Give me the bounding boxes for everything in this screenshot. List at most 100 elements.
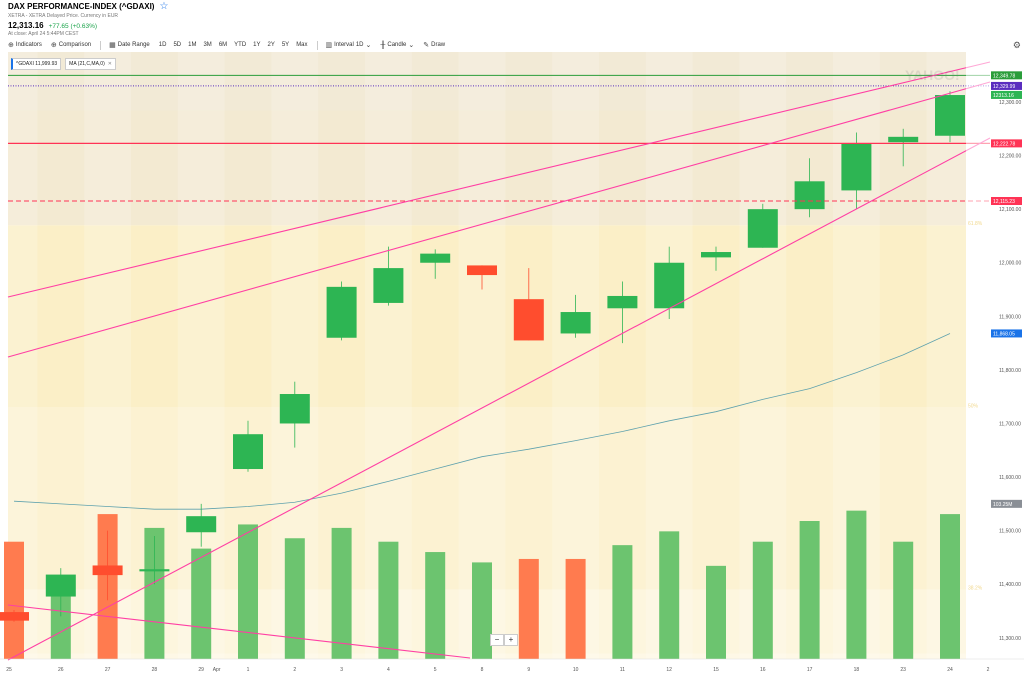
- price-badge-label: 12313.16: [993, 93, 1014, 99]
- trend-line: [7, 604, 471, 659]
- candle-body: [935, 95, 965, 136]
- candle-body: [513, 299, 544, 341]
- interval-button[interactable]: ▥ Interval 1D ⌄: [326, 41, 372, 49]
- price-tick-label: 11,700.00: [999, 421, 1021, 427]
- range-max[interactable]: Max: [296, 42, 308, 48]
- ma-line: [13, 333, 951, 510]
- price-tick-label: 12,300.00: [999, 100, 1021, 106]
- price-badge: [991, 139, 1022, 148]
- price-badge: [991, 329, 1022, 338]
- date-range-label: Date Range: [117, 42, 150, 48]
- date-tick-label: 3: [340, 667, 343, 673]
- price-badge: [991, 81, 1022, 90]
- date-tick-label: 10: [573, 667, 579, 673]
- candle-body: [888, 136, 919, 143]
- candle-body: [186, 516, 217, 533]
- chevron-down-icon: ⌄: [408, 42, 415, 49]
- price-tick-label: 11,400.00: [999, 582, 1021, 588]
- legend-ma-label: MA (21,C,MA,0): [69, 61, 105, 67]
- volume-bar: [238, 524, 258, 659]
- price-change: +77.65 (+0.63%): [48, 23, 98, 30]
- draw-label: Draw: [431, 42, 446, 48]
- range-5d[interactable]: 5D: [173, 42, 182, 48]
- zoom-in-button[interactable]: +: [504, 634, 518, 646]
- trend-line: [7, 61, 991, 298]
- zoom-controls: − +: [490, 634, 518, 646]
- date-tick-label: 23: [900, 667, 906, 673]
- chevron-down-icon: ⌄: [365, 42, 372, 49]
- fib-zone: [8, 52, 966, 111]
- date-tick-label: 1: [247, 667, 250, 673]
- volume-bar: [659, 531, 680, 659]
- pencil-icon: ✎: [423, 42, 430, 49]
- candle-body: [279, 394, 310, 424]
- price-chart[interactable]: 61.8%50%38.2%YAHOO!12,300.0012,200.0012,…: [0, 52, 1024, 677]
- candle-body: [326, 286, 357, 338]
- day-band: [458, 52, 506, 659]
- date-tick-label: Apr: [213, 667, 221, 673]
- date-tick-label: 9: [527, 667, 530, 673]
- star-icon[interactable]: ☆: [159, 0, 169, 12]
- volume-bar: [191, 548, 212, 659]
- range-3m[interactable]: 3M: [203, 42, 212, 48]
- volume-bar: [284, 538, 305, 659]
- range-1m[interactable]: 1M: [188, 42, 197, 48]
- legend-symbol[interactable]: ^GDAXI 11,999.93: [11, 58, 62, 70]
- candle-body: [45, 574, 76, 597]
- chart-toolbar: ⊕ Indicators ⊕ Comparison ▦ Date Range 1D 5…: [8, 40, 454, 50]
- volume-bar: [4, 541, 24, 659]
- date-tick-label: 17: [807, 667, 813, 673]
- volume-bar: [846, 510, 867, 659]
- legend-symbol-label: ^GDAXI 11,999.93: [16, 61, 58, 67]
- close-note: At close: April 24 5:44PM CEST: [8, 31, 79, 37]
- candle-button[interactable]: ╫ Candle ⌄: [380, 41, 415, 50]
- volume-bar: [144, 527, 165, 659]
- interval-value: 1D: [355, 42, 364, 48]
- volume-bar: [518, 558, 539, 659]
- volume-bar: [425, 552, 446, 659]
- fib-zone: [8, 225, 966, 408]
- price-badge: [991, 499, 1022, 508]
- volume-bar: [472, 562, 492, 659]
- candle-body: [794, 181, 825, 210]
- comparison-button[interactable]: ⊕ Comparison: [51, 41, 91, 49]
- volume-bar: [50, 576, 71, 659]
- volume-bar: [331, 527, 352, 659]
- zoom-out-button[interactable]: −: [490, 634, 504, 646]
- gear-icon[interactable]: ⚙: [1012, 40, 1021, 50]
- price-badge-label: 12,115.23: [993, 199, 1015, 205]
- plus-circle-icon: ⊕: [8, 42, 14, 49]
- price-badge-label: 11,868.05: [993, 331, 1015, 337]
- range-5y[interactable]: 5Y: [281, 42, 290, 48]
- range-2y[interactable]: 2Y: [267, 42, 275, 48]
- price-tick-label: 11,300.00: [999, 636, 1021, 642]
- draw-button[interactable]: ✎ Draw: [423, 41, 445, 49]
- date-tick-label: 15: [713, 667, 719, 673]
- chart-legend: ^GDAXI 11,999.93 MA (21,C,MA,0) ✕: [11, 58, 116, 70]
- range-1d[interactable]: 1D: [158, 42, 167, 48]
- date-tick-label: 2: [987, 667, 990, 673]
- candlestick-icon: ╫: [380, 41, 386, 49]
- price-tick-label: 11,900.00: [999, 314, 1021, 320]
- range-6m[interactable]: 6M: [218, 42, 228, 48]
- date-tick-label: 5: [434, 667, 437, 673]
- legend-ma[interactable]: MA (21,C,MA,0) ✕: [65, 58, 116, 70]
- range-ytd[interactable]: YTD: [234, 42, 247, 48]
- date-tick-label: 29: [198, 667, 204, 673]
- candle-body: [654, 262, 685, 309]
- volume-bar: [799, 521, 820, 659]
- indicators-button[interactable]: ⊕ Indicators: [8, 41, 42, 49]
- candle-body: [420, 253, 451, 263]
- day-band: [552, 52, 599, 659]
- range-1y[interactable]: 1Y: [253, 42, 261, 48]
- date-tick-label: 4: [387, 667, 390, 673]
- price-tick-label: 12,200.00: [999, 154, 1021, 160]
- date-range-button[interactable]: ▦ Date Range: [109, 41, 150, 49]
- price-tick-label: 12,000.00: [999, 261, 1021, 267]
- candle-body: [233, 434, 263, 470]
- page-title: DAX PERFORMANCE-INDEX (^GDAXI): [8, 2, 155, 11]
- date-tick-label: 11: [620, 667, 625, 673]
- close-icon[interactable]: ✕: [107, 61, 112, 67]
- volume-bar: [893, 541, 914, 659]
- candle-body: [0, 612, 29, 621]
